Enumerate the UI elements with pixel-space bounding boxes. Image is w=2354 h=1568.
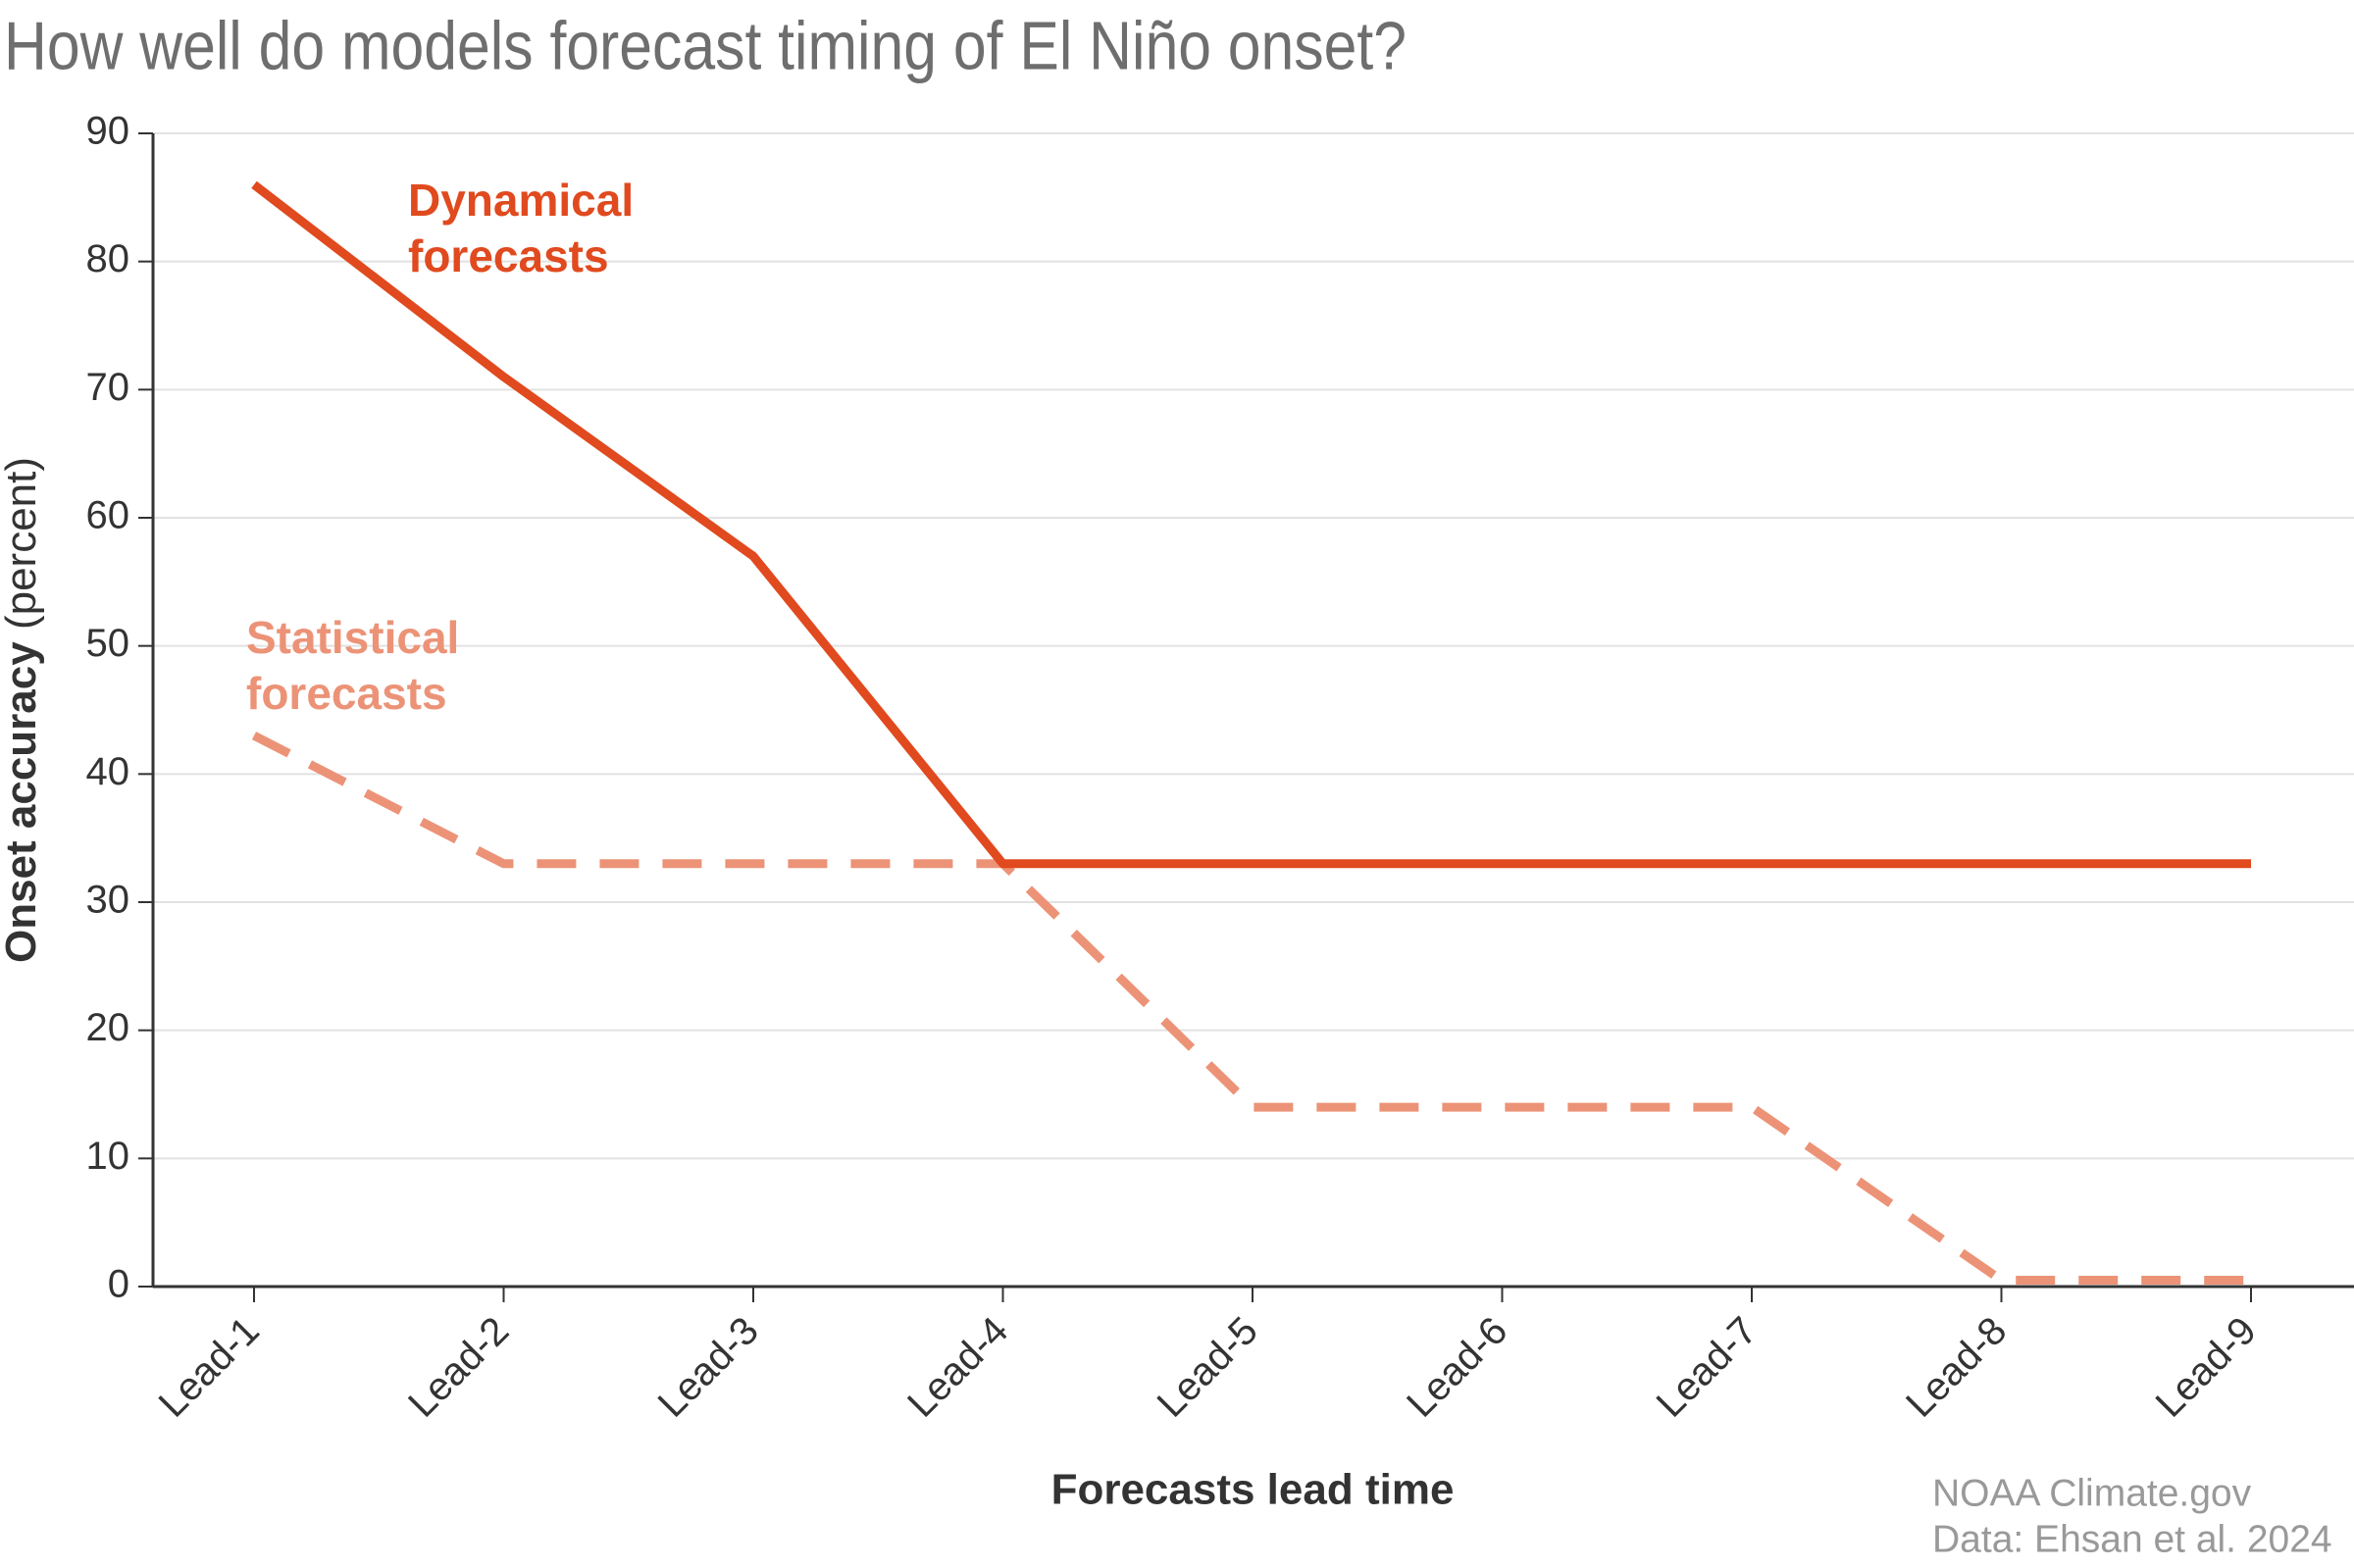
y-tick-label: 40 <box>86 750 130 793</box>
y-tick-label: 60 <box>86 494 130 537</box>
x-tick-label: Lead-8 <box>1898 1309 2015 1426</box>
series-line <box>251 732 2251 1285</box>
y-tick-label: 20 <box>86 1006 130 1049</box>
y-tick-label: 90 <box>86 110 130 153</box>
x-tick-label: Lead-6 <box>1399 1309 1515 1426</box>
y-tick-label: 10 <box>86 1135 130 1178</box>
x-tick-label: Lead-7 <box>1649 1309 1766 1426</box>
y-tick-label: 50 <box>86 622 130 665</box>
x-tick-label: Lead-2 <box>400 1309 517 1426</box>
series-line <box>251 180 2251 869</box>
y-tick-label: 70 <box>86 366 130 409</box>
x-tick-label: Lead-3 <box>650 1309 767 1426</box>
y-axis-title: Onset accuracy (percent) <box>0 457 45 963</box>
y-axis-unit: (percent) <box>0 457 45 630</box>
y-tick-label: 30 <box>86 879 130 922</box>
y-tick-label: 0 <box>108 1263 129 1306</box>
y-axis-label: Onset accuracy <box>0 641 45 963</box>
x-tick-label: Lead-9 <box>2148 1309 2265 1426</box>
source: NOAA Climate.gov <box>1932 1472 2252 1514</box>
x-tick-label: Lead-5 <box>1150 1309 1266 1426</box>
chart-title: How well do models forecast timing of El… <box>4 7 1407 83</box>
y-tick-label: 80 <box>86 237 130 280</box>
x-tick-label: Lead-4 <box>899 1309 1016 1426</box>
x-axis-label: Forecasts lead time <box>1051 1466 1455 1514</box>
series-label: Dynamical forecasts <box>408 175 635 281</box>
x-tick-label: Lead-1 <box>151 1309 268 1426</box>
source: Data: Ehsan et al. 2024 <box>1932 1518 2332 1560</box>
series-label: Statistical forecasts <box>246 612 460 719</box>
